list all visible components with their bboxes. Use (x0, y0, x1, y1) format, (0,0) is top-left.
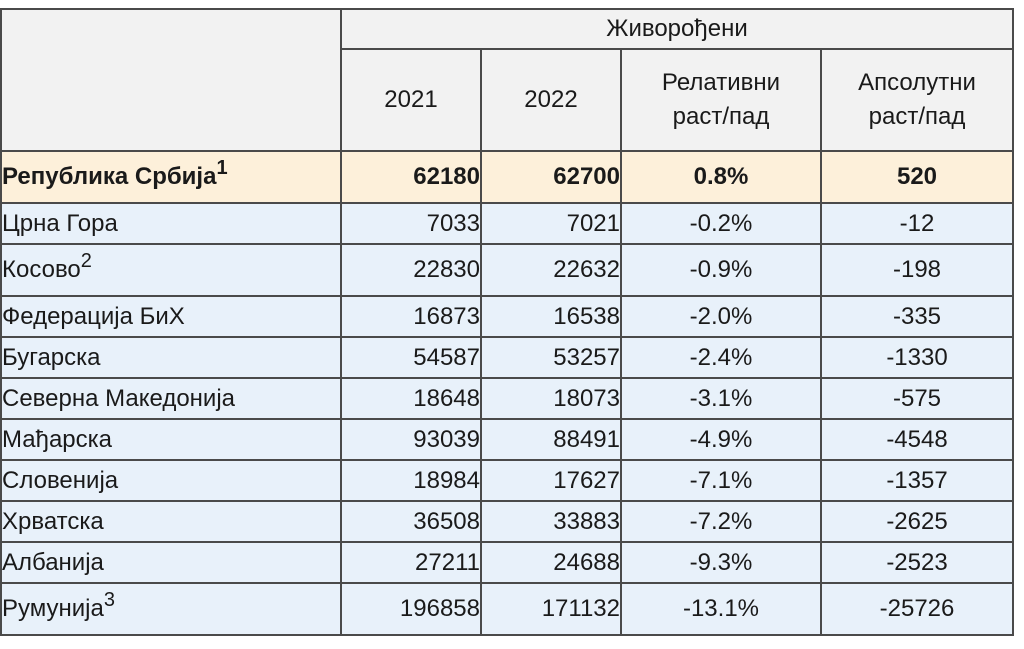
births-2021-cell: 27211 (340, 541, 482, 584)
footnote-marker: 3 (103, 589, 115, 611)
header-group-label: Живорођени (339, 8, 1015, 50)
relative-change-cell: -0.2% (620, 202, 822, 245)
table-row: Република Србија1 62180 62700 0.8% 520 (0, 150, 1015, 204)
country-name-cell: Албанија (0, 541, 342, 584)
country-name: Словенија (2, 466, 119, 494)
births-2022-cell: 7021 (480, 202, 622, 245)
births-2021-cell: 54587 (340, 336, 482, 379)
absolute-change-cell: -198 (819, 243, 1015, 297)
country-name: Албанија (2, 548, 104, 576)
births-2021-cell: 36508 (340, 500, 482, 543)
country-name-cell: Федерација БиХ (0, 295, 342, 338)
header-col-2022: 2022 (480, 48, 622, 152)
table-row: Црна Гора 7033 7021 -0.2% -12 (0, 202, 1015, 245)
relative-change-cell: -0.9% (620, 243, 822, 297)
births-2021-cell: 16873 (340, 295, 482, 338)
country-name: Федерација БиХ (2, 302, 185, 330)
country-name-cell: Румунија3 (0, 582, 342, 636)
relative-change-cell: 0.8% (620, 150, 822, 204)
absolute-change-cell: -2523 (819, 541, 1015, 584)
relative-change-cell: -9.3% (620, 541, 822, 584)
country-name-cell: Црна Гора (0, 202, 342, 245)
absolute-change-cell: -575 (819, 377, 1015, 420)
absolute-change-cell: -1357 (819, 459, 1015, 502)
births-2022-cell: 53257 (480, 336, 622, 379)
header-col-relative: Релативни раст/пад (620, 48, 822, 152)
country-name: Косово (2, 256, 81, 283)
births-2021-cell: 196858 (340, 582, 482, 636)
country-name-cell: Северна Македонија (0, 377, 342, 420)
relative-change-cell: -7.1% (620, 459, 822, 502)
table-row: Северна Македонија 18648 18073 -3.1% -575 (0, 377, 1015, 420)
absolute-change-cell: -12 (819, 202, 1015, 245)
header-col-2021: 2021 (340, 48, 482, 152)
header-corner-cell (0, 8, 342, 152)
births-2021-cell: 18648 (340, 377, 482, 420)
table-row: Косово2 22830 22632 -0.9% -198 (0, 243, 1015, 297)
table-row: Албанија 27211 24688 -9.3% -2523 (0, 541, 1015, 584)
footnote-marker: 1 (216, 157, 228, 179)
births-2022-cell: 88491 (480, 418, 622, 461)
footnote-marker: 2 (80, 250, 92, 272)
relative-change-cell: -13.1% (620, 582, 822, 636)
births-2021-cell: 18984 (340, 459, 482, 502)
country-name: Црна Гора (2, 209, 118, 237)
country-name-cell: Словенија (0, 459, 342, 502)
relative-change-cell: -7.2% (620, 500, 822, 543)
births-2022-cell: 18073 (480, 377, 622, 420)
header-absolute-line2: раст/пад (868, 103, 966, 130)
births-2022-cell: 62700 (480, 150, 622, 204)
births-2021-cell: 93039 (340, 418, 482, 461)
country-name-cell: Мађарска (0, 418, 342, 461)
absolute-change-cell: 520 (819, 150, 1015, 204)
country-name: Северна Македонија (2, 384, 236, 412)
births-2022-cell: 24688 (480, 541, 622, 584)
births-2021-cell: 62180 (340, 150, 482, 204)
country-name: Република Србија (2, 163, 217, 190)
relative-change-cell: -4.9% (620, 418, 822, 461)
table-row: Хрватска 36508 33883 -7.2% -2625 (0, 500, 1015, 543)
absolute-change-cell: -1330 (819, 336, 1015, 379)
relative-change-cell: -3.1% (620, 377, 822, 420)
births-2021-cell: 7033 (340, 202, 482, 245)
relative-change-cell: -2.4% (620, 336, 822, 379)
country-name-cell: Република Србија1 (0, 150, 342, 204)
table-row: Бугарска 54587 53257 -2.4% -1330 (0, 336, 1015, 379)
country-name-cell: Бугарска (0, 336, 342, 379)
births-2022-cell: 171132 (480, 582, 622, 636)
absolute-change-cell: -335 (819, 295, 1015, 338)
header-relative-line2: раст/пад (672, 103, 770, 130)
country-name-cell: Хрватска (0, 500, 342, 543)
table-row: Федерација БиХ 16873 16538 -2.0% -335 (0, 295, 1015, 338)
table-body: Република Србија1 62180 62700 0.8% 520 Црна Г… (0, 150, 1015, 636)
table-row: Румунија3 196858 171132 -13.1% -25726 (0, 582, 1015, 636)
country-name: Бугарска (2, 343, 101, 371)
country-name: Румунија (2, 595, 104, 622)
births-2022-cell: 17627 (480, 459, 622, 502)
header-col-absolute: Апсолутни раст/пад (819, 48, 1015, 152)
country-name: Мађарска (2, 425, 113, 453)
country-name: Хрватска (2, 507, 104, 535)
relative-change-cell: -2.0% (620, 295, 822, 338)
header-absolute-line1: Апсолутни (858, 69, 976, 96)
births-2022-cell: 16538 (480, 295, 622, 338)
table-row: Словенија 18984 17627 -7.1% -1357 (0, 459, 1015, 502)
absolute-change-cell: -2625 (819, 500, 1015, 543)
header-relative-line1: Релативни (661, 69, 781, 96)
absolute-change-cell: -4548 (819, 418, 1015, 461)
births-table: Живорођени 2021 2022 Релативни раст/пад … (0, 8, 1015, 636)
births-2022-cell: 33883 (480, 500, 622, 543)
country-name-cell: Косово2 (0, 243, 342, 297)
absolute-change-cell: -25726 (819, 582, 1015, 636)
births-2022-cell: 22632 (480, 243, 622, 297)
table-row: Мађарска 93039 88491 -4.9% -4548 (0, 418, 1015, 461)
births-2021-cell: 22830 (340, 243, 482, 297)
